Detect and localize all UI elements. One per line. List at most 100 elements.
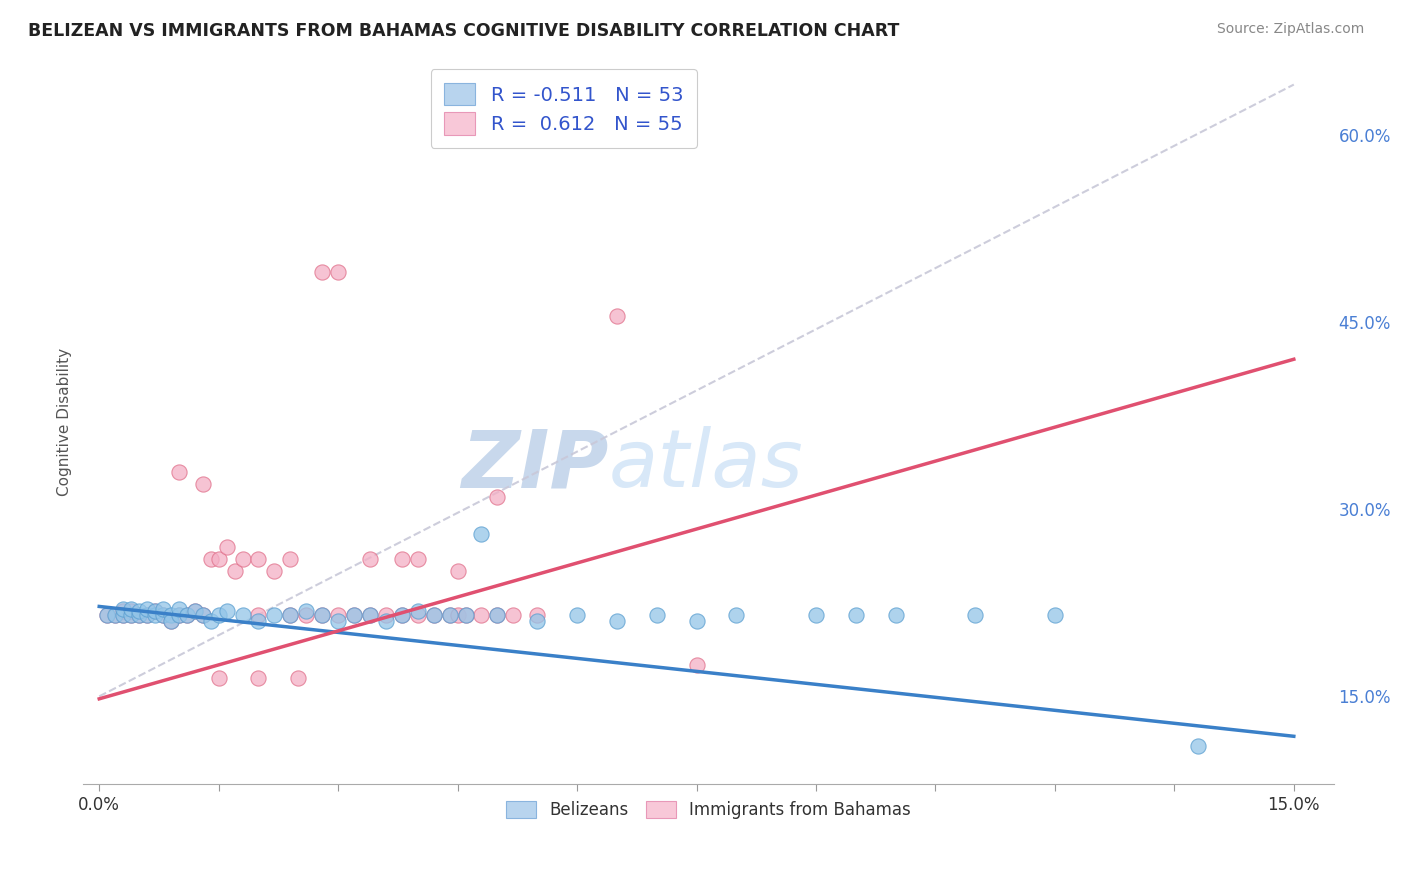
Point: [191, 608, 214, 623]
Point: [191, 477, 214, 491]
Point: [247, 671, 270, 685]
Point: [685, 615, 707, 629]
Point: [374, 608, 396, 623]
Point: [128, 608, 150, 623]
Point: [184, 604, 207, 618]
Point: [606, 309, 628, 323]
Point: [263, 565, 285, 579]
Point: [136, 608, 159, 623]
Point: [295, 608, 318, 623]
Point: [486, 608, 509, 623]
Point: [120, 608, 142, 623]
Point: [454, 608, 477, 623]
Point: [143, 608, 166, 623]
Point: [486, 490, 509, 504]
Point: [176, 608, 198, 623]
Point: [136, 608, 159, 623]
Point: [391, 552, 413, 566]
Point: [685, 658, 707, 673]
Point: [160, 615, 183, 629]
Point: [112, 604, 135, 618]
Point: [215, 540, 238, 554]
Point: [152, 608, 174, 623]
Point: [486, 608, 509, 623]
Point: [287, 671, 309, 685]
Point: [208, 552, 231, 566]
Point: [280, 552, 302, 566]
Point: [128, 608, 150, 623]
Point: [143, 604, 166, 618]
Point: [439, 608, 461, 623]
Point: [160, 615, 183, 629]
Point: [343, 608, 366, 623]
Point: [96, 608, 118, 623]
Point: [406, 552, 429, 566]
Point: [167, 465, 190, 479]
Text: Source: ZipAtlas.com: Source: ZipAtlas.com: [1216, 22, 1364, 37]
Point: [446, 565, 468, 579]
Point: [526, 615, 548, 629]
Point: [120, 604, 142, 618]
Point: [565, 608, 588, 623]
Point: [359, 608, 381, 623]
Point: [470, 608, 492, 623]
Point: [526, 608, 548, 623]
Point: [406, 604, 429, 618]
Point: [326, 608, 349, 623]
Point: [208, 671, 231, 685]
Point: [232, 552, 254, 566]
Point: [112, 608, 135, 623]
Point: [422, 608, 444, 623]
Point: [422, 608, 444, 623]
Point: [326, 265, 349, 279]
Point: [1187, 739, 1209, 754]
Point: [136, 602, 159, 616]
Point: [439, 608, 461, 623]
Point: [391, 608, 413, 623]
Y-axis label: Cognitive Disability: Cognitive Disability: [58, 348, 72, 496]
Point: [263, 608, 285, 623]
Point: [143, 604, 166, 618]
Point: [152, 602, 174, 616]
Point: [326, 615, 349, 629]
Point: [502, 608, 524, 623]
Point: [343, 608, 366, 623]
Point: [470, 527, 492, 541]
Point: [884, 608, 907, 623]
Point: [167, 608, 190, 623]
Point: [247, 615, 270, 629]
Point: [280, 608, 302, 623]
Point: [200, 615, 222, 629]
Point: [160, 608, 183, 623]
Point: [406, 608, 429, 623]
Point: [167, 608, 190, 623]
Point: [311, 608, 333, 623]
Point: [152, 608, 174, 623]
Point: [112, 602, 135, 616]
Point: [311, 608, 333, 623]
Point: [120, 608, 142, 623]
Point: [446, 608, 468, 623]
Point: [247, 552, 270, 566]
Point: [120, 602, 142, 616]
Point: [725, 608, 748, 623]
Point: [96, 608, 118, 623]
Point: [208, 608, 231, 623]
Point: [804, 608, 827, 623]
Point: [128, 604, 150, 618]
Point: [606, 615, 628, 629]
Point: [645, 608, 668, 623]
Point: [965, 608, 987, 623]
Text: ZIP: ZIP: [461, 426, 609, 504]
Point: [359, 552, 381, 566]
Point: [167, 602, 190, 616]
Point: [280, 608, 302, 623]
Point: [191, 608, 214, 623]
Point: [104, 608, 127, 623]
Legend: Belizeans, Immigrants from Bahamas: Belizeans, Immigrants from Bahamas: [499, 795, 917, 826]
Point: [295, 604, 318, 618]
Point: [224, 565, 246, 579]
Point: [232, 608, 254, 623]
Point: [247, 608, 270, 623]
Text: BELIZEAN VS IMMIGRANTS FROM BAHAMAS COGNITIVE DISABILITY CORRELATION CHART: BELIZEAN VS IMMIGRANTS FROM BAHAMAS COGN…: [28, 22, 900, 40]
